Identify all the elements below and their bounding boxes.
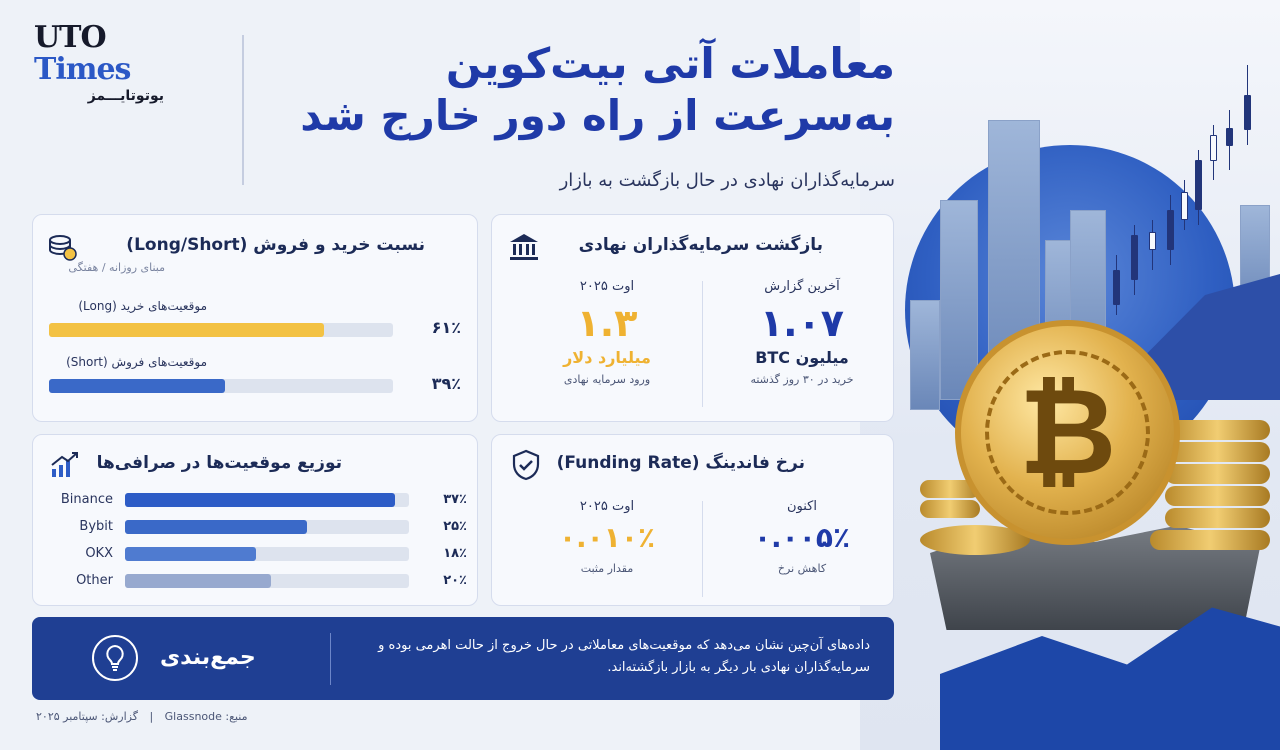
exchanges-title: توزیع موقعیت‌ها در صرافی‌ها: [96, 453, 342, 473]
august-note: ورود سرمایه نهادی: [563, 373, 651, 386]
exchange-bar-track: [125, 493, 409, 507]
exchange-name: Binance: [60, 492, 113, 507]
exchange-bar-track: [125, 520, 409, 534]
long-label: موقعیت‌های خرید (Long): [78, 299, 207, 313]
exchange-name: Other: [76, 573, 113, 588]
logo-line-times: Times: [34, 52, 131, 87]
footer: منبع: Glassnode | گزارش: سپتامبر ۲۰۲۵: [32, 710, 251, 723]
funding-divider: [702, 501, 703, 597]
page-title: معاملات آتی بیت‌کوین به‌سرعت از راه دور …: [255, 38, 895, 142]
skyscraper: [940, 200, 978, 400]
short-bar-track: [49, 379, 393, 393]
august-value: ۱.۳: [576, 301, 638, 345]
summary-text: داده‌های آن‌چین نشان می‌دهد که موقعیت‌ها…: [378, 638, 870, 675]
exchange-name: Bybit: [79, 519, 113, 534]
footer-source: منبع: Glassnode: [164, 710, 248, 723]
institutional-august: اوت ۲۰۲۵ ۱.۳ میلیارد دلار ورود سرمایه نه…: [532, 279, 682, 386]
latest-unit: میلیون BTC: [755, 348, 849, 367]
bank-icon: [508, 231, 540, 263]
exchange-bar-track: [125, 574, 409, 588]
shield-check-icon: [510, 449, 542, 481]
latest-note: خرید در ۳۰ روز گذشته: [750, 373, 854, 386]
title-line-2: به‌سرعت از راه دور خارج شد: [300, 91, 895, 140]
long-short-card: نسبت خرید و فروش (Long/Short) مبنای روزا…: [32, 214, 478, 422]
exchange-name: OKX: [85, 546, 113, 561]
summary-title: جمع‌بندی: [160, 645, 256, 670]
exchanges-card: توزیع موقعیت‌ها در صرافی‌ها Binance ۳۷٪ By…: [32, 434, 478, 606]
funding-now-note: کاهش نرخ: [777, 562, 827, 575]
skyscraper: [910, 300, 940, 410]
exchange-bar-fill: [125, 493, 395, 507]
funding-title: نرخ فاندینگ (Funding Rate): [556, 453, 805, 473]
logo-line-persian: یوتوتایـــمز: [87, 88, 164, 104]
exchange-bar-fill: [125, 574, 271, 588]
exchange-percent: ۱۸٪: [443, 546, 467, 561]
summary-banner: جمع‌بندی داده‌های آن‌چین نشان می‌دهد که …: [32, 617, 894, 700]
short-percent: ۳۹٪: [431, 374, 461, 393]
short-bar-fill: [49, 379, 225, 393]
funding-august-heading: اوت ۲۰۲۵: [579, 499, 635, 514]
rising-chart-icon: [49, 449, 81, 481]
logo-line-uto: UTO: [34, 20, 107, 55]
footer-separator: |: [149, 710, 154, 723]
funding-august: اوت ۲۰۲۵ ۰.۰۱۰٪ مقدار مثبت: [532, 499, 682, 575]
funding-august-note: مقدار مثبت: [580, 562, 634, 575]
funding-now: اکنون ۰.۰۰۵٪ کاهش نرخ: [722, 499, 882, 575]
bitcoin-coin-icon: ₿: [955, 320, 1180, 545]
lightbulb-icon: [92, 635, 138, 681]
long-percent: ۶۱٪: [431, 318, 461, 337]
august-heading: اوت ۲۰۲۵: [579, 279, 635, 294]
funding-now-value: ۰.۰۰۵٪: [753, 521, 851, 554]
latest-value: ۱.۰۷: [759, 301, 844, 345]
exchange-percent: ۲۵٪: [443, 519, 467, 534]
short-label: موقعیت‌های فروش (Short): [66, 355, 207, 369]
exchange-percent: ۳۷٪: [443, 492, 467, 507]
exchange-percent: ۲۰٪: [443, 573, 467, 588]
institutional-latest: آخرین گزارش ۱.۰۷ میلیون BTC خرید در ۳۰ ر…: [722, 279, 882, 386]
long-short-title: نسبت خرید و فروش (Long/Short): [126, 235, 425, 255]
funding-card: نرخ فاندینگ (Funding Rate) اکنون ۰.۰۰۵٪ …: [491, 434, 894, 606]
funding-now-heading: اکنون: [787, 499, 817, 514]
uto-times-logo[interactable]: UTO Times یوتوتایـــمز: [34, 20, 164, 105]
exchange-bar-fill: [125, 520, 308, 534]
long-bar-track: [49, 323, 393, 337]
institutional-card: بازگشت سرمایه‌گذاران نهادی آخرین گزارش ۱…: [491, 214, 894, 422]
funding-august-value: ۰.۰۱۰٪: [558, 521, 656, 554]
institutional-divider: [702, 281, 703, 407]
long-short-subtitle: مبنای روزانه / هفتگی: [68, 261, 165, 274]
exchange-bar-track: [125, 547, 409, 561]
title-line-1: معاملات آتی بیت‌کوین: [445, 39, 895, 88]
latest-heading: آخرین گزارش: [764, 279, 840, 294]
coins-stack-icon: [47, 231, 79, 263]
august-unit: میلیارد دلار: [563, 348, 651, 367]
summary-divider: [330, 633, 331, 685]
exchange-bar-fill: [125, 547, 257, 561]
footer-report: گزارش: سپتامبر ۲۰۲۵: [36, 710, 138, 723]
page-subtitle: سرمایه‌گذاران نهادی در حال بازگشت به باز…: [559, 170, 895, 191]
institutional-title: بازگشت سرمایه‌گذاران نهادی: [578, 235, 823, 255]
long-bar-fill: [49, 323, 325, 337]
header-divider: [242, 35, 244, 185]
